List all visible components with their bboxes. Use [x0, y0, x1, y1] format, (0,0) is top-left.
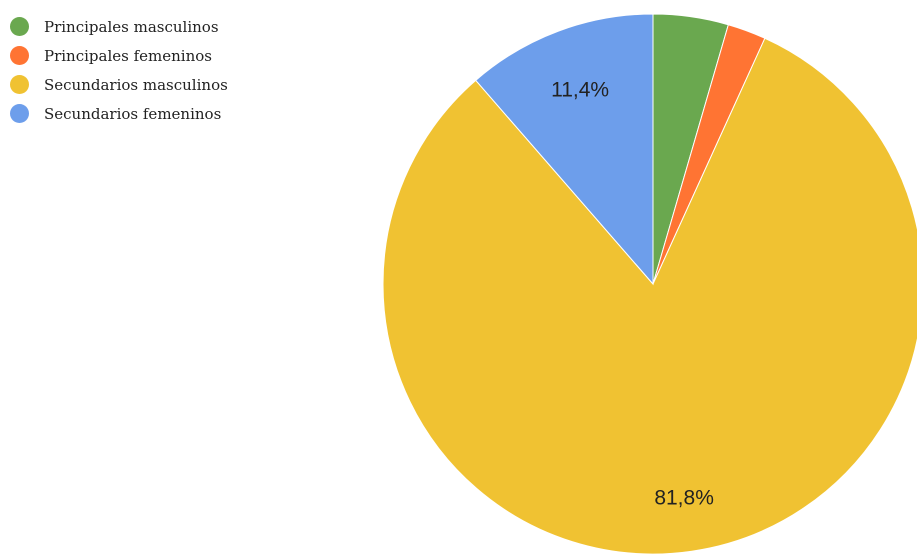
slice-data-label: 11,4%	[551, 78, 609, 101]
legend-label: Principales femeninos	[44, 46, 212, 65]
legend-item-secundarios-femeninos[interactable]: Secundarios femeninos	[10, 99, 228, 128]
pie-slices	[382, 13, 917, 554]
legend-item-principales-masculinos[interactable]: Principales masculinos	[10, 12, 228, 41]
slice-data-label: 81,8%	[654, 487, 714, 510]
legend-swatch	[10, 104, 29, 123]
legend-swatch	[10, 75, 29, 94]
legend-label: Principales masculinos	[44, 17, 219, 36]
legend-swatch	[10, 17, 29, 36]
chart-legend: Principales masculinos Principales femen…	[10, 12, 228, 128]
pie-slice-secundarios-femeninos[interactable]	[475, 13, 654, 286]
pie-data-labels: 81,8% 11,4%	[551, 78, 714, 509]
legend-label: Secundarios femeninos	[44, 104, 222, 123]
pie-slice-secundarios-masculinos[interactable]	[382, 37, 917, 554]
legend-item-principales-femeninos[interactable]: Principales femeninos	[10, 41, 228, 70]
legend-swatch	[10, 46, 29, 65]
legend-label: Secundarios masculinos	[44, 75, 228, 94]
legend-item-secundarios-masculinos[interactable]: Secundarios masculinos	[10, 70, 228, 99]
